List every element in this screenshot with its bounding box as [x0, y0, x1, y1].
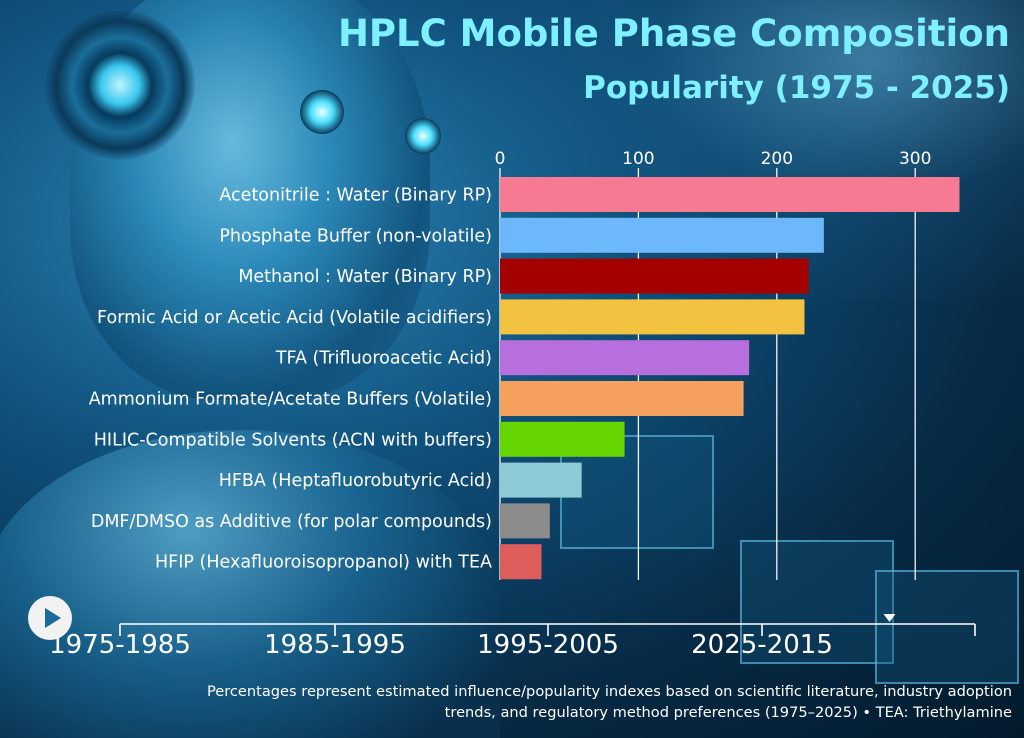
category-label: TFA (Trifluoroacetic Acid) [275, 349, 492, 369]
bar [500, 340, 750, 376]
footnote: Percentages represent estimated influenc… [32, 681, 1012, 723]
category-label: HFBA (Heptafluorobutyric Acid) [219, 471, 492, 491]
bar [500, 462, 582, 498]
footnote-line-2: trends, and regulatory method preference… [444, 704, 1012, 721]
category-label: Acetonitrile : Water (Binary RP) [219, 186, 492, 206]
timeline-period-label[interactable]: 2025-2015 [691, 630, 833, 660]
bar [500, 421, 625, 457]
category-label: Formic Acid or Acetic Acid (Volatile aci… [97, 308, 492, 328]
footnote-line-1: Percentages represent estimated influenc… [206, 683, 1012, 700]
category-label: HFIP (Hexafluoroisopropanol) with TEA [155, 553, 492, 573]
chart-title: HPLC Mobile Phase Composition [337, 12, 1010, 55]
x-tick-label: 0 [495, 149, 506, 169]
category-label: HILIC-Compatible Solvents (ACN with buff… [94, 430, 492, 450]
bar [500, 217, 824, 253]
bar [500, 544, 542, 580]
category-label: Methanol : Water (Binary RP) [238, 267, 492, 287]
timeline-period-label[interactable]: 1975-1985 [49, 630, 191, 660]
x-tick-label: 300 [899, 149, 931, 169]
category-label: DMF/DMSO as Additive (for polar compound… [91, 512, 492, 532]
bar [500, 381, 744, 416]
bar [500, 503, 550, 539]
timeline-period-label[interactable]: 1985-1995 [264, 630, 406, 660]
x-tick-label: 100 [622, 149, 654, 169]
chart-subtitle: Popularity (1975 - 2025) [583, 70, 1010, 106]
timeline-playhead[interactable] [883, 614, 896, 622]
timeline-period-label[interactable]: 1995-2005 [477, 630, 619, 660]
play-button[interactable] [28, 596, 72, 640]
bar [500, 299, 805, 335]
category-label: Ammonium Formate/Acetate Buffers (Volati… [89, 390, 492, 410]
bar [500, 258, 809, 294]
bar [500, 177, 960, 212]
x-tick-label: 200 [761, 149, 793, 169]
category-label: Phosphate Buffer (non-volatile) [219, 226, 492, 246]
